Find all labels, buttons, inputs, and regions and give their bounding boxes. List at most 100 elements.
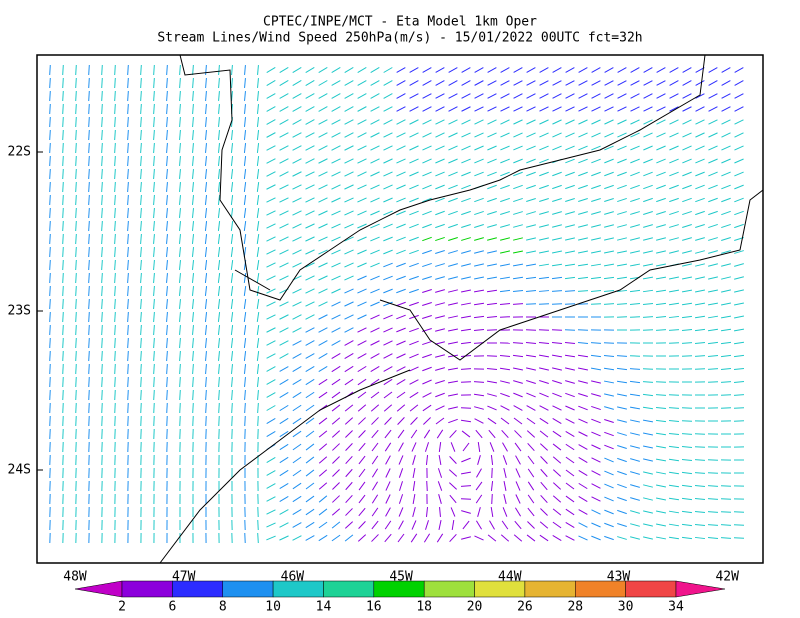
streamline: [500, 211, 510, 215]
streamline: [305, 132, 315, 138]
streamline: [279, 443, 289, 451]
streamline: [552, 482, 562, 490]
streamline: [500, 250, 510, 254]
streamline: [191, 298, 195, 310]
streamline: [88, 207, 90, 219]
streamline: [127, 376, 129, 388]
streamline: [474, 250, 484, 254]
streamline: [344, 314, 354, 320]
streamline: [127, 90, 129, 102]
streamline: [422, 171, 432, 177]
streamline: [422, 302, 432, 306]
streamline: [720, 537, 732, 539]
streamline: [474, 80, 484, 86]
streamline: [656, 171, 666, 177]
streamline: [292, 210, 302, 216]
streamline: [357, 249, 367, 255]
streamline: [708, 223, 718, 229]
streamline: [345, 455, 353, 465]
streamline: [383, 327, 393, 333]
streamline: [166, 376, 168, 388]
streamline: [590, 303, 602, 305]
streamline: [384, 417, 392, 425]
streamline: [127, 77, 129, 89]
streamline: [476, 468, 482, 478]
streamline: [62, 207, 64, 219]
streamline: [62, 337, 64, 349]
streamline: [371, 417, 379, 425]
streamline: [668, 329, 680, 331]
streamline: [205, 350, 207, 362]
streamline: [655, 276, 667, 280]
streamline: [344, 67, 354, 73]
streamline: [383, 106, 393, 112]
streamline: [708, 237, 718, 241]
streamline: [437, 481, 443, 491]
streamline: [643, 250, 653, 254]
streamline: [540, 508, 548, 516]
streamline: [604, 431, 614, 437]
streamline: [344, 378, 354, 386]
streamline: [192, 155, 194, 167]
streamline: [499, 316, 511, 318]
streamline: [243, 350, 247, 362]
streamline: [603, 263, 615, 267]
streamline: [565, 508, 575, 516]
streamline: [371, 429, 379, 439]
streamline: [734, 276, 744, 280]
streamline: [422, 119, 432, 125]
streamline: [88, 142, 90, 154]
streamline: [383, 262, 393, 268]
streamline: [305, 106, 315, 112]
streamline: [720, 302, 732, 306]
streamline: [474, 237, 484, 241]
streamline: [630, 93, 640, 99]
streamline: [513, 224, 523, 228]
streamline: [617, 132, 627, 138]
streamline: [669, 224, 679, 228]
streamline: [604, 197, 614, 203]
streamline: [578, 444, 588, 450]
streamline: [474, 67, 484, 73]
streamline: [590, 263, 602, 267]
streamline: [266, 132, 276, 138]
streamline: [656, 145, 666, 151]
streamline: [88, 103, 90, 115]
streamline: [383, 145, 393, 151]
streamline: [591, 535, 601, 541]
streamline: [578, 106, 588, 112]
streamline: [436, 429, 444, 439]
streamline: [578, 184, 588, 190]
streamline: [643, 93, 653, 99]
streamline: [591, 67, 601, 73]
streamline: [127, 142, 129, 154]
streamline: [682, 106, 692, 112]
streamline: [487, 250, 497, 254]
streamline: [331, 210, 341, 216]
streamline: [318, 80, 328, 86]
streamline: [500, 197, 510, 203]
streamline: [490, 454, 494, 466]
streamline: [734, 289, 744, 293]
streamline: [62, 376, 64, 388]
streamline: [448, 184, 458, 190]
streamline: [62, 272, 64, 284]
streamline: [461, 80, 471, 86]
streamline: [655, 484, 667, 488]
streamline: [552, 405, 562, 411]
streamline: [101, 90, 103, 102]
streamline: [266, 535, 276, 541]
streamline: [526, 224, 536, 228]
streamline: [450, 442, 456, 452]
streamline: [396, 67, 406, 73]
streamline: [578, 431, 588, 437]
streamline: [410, 533, 418, 543]
streamline: [409, 275, 419, 281]
streamline: [503, 468, 507, 478]
streamline: [513, 211, 523, 215]
streamline: [204, 259, 208, 271]
streamline: [256, 246, 260, 258]
streamline: [591, 171, 601, 177]
streamline: [217, 233, 221, 245]
streamline: [564, 341, 576, 345]
